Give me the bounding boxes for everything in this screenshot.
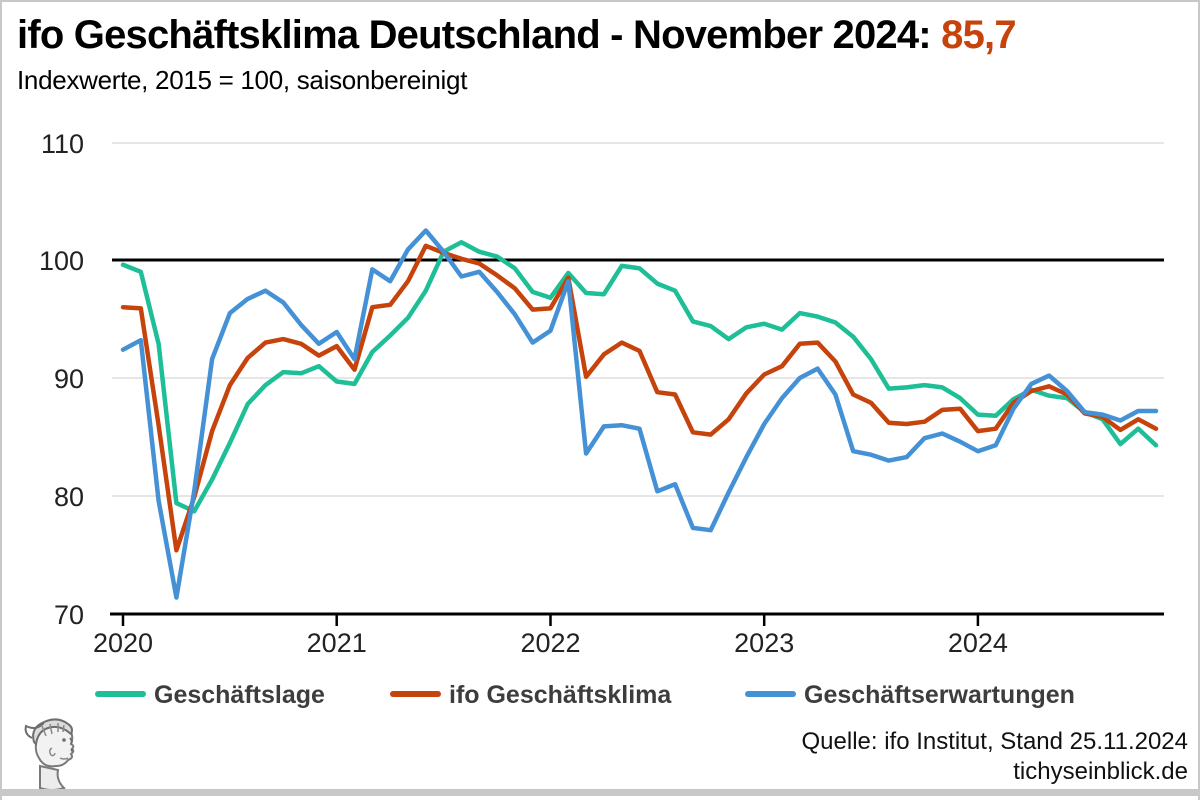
x-axis-label-2023: 2023: [734, 628, 794, 658]
classical-head-icon: [24, 718, 75, 791]
line-geschaeftserwartungen: [120, 228, 1159, 600]
x-axis-label-2024: 2024: [948, 628, 1008, 658]
series-lines: [120, 228, 1159, 600]
legend-label-ifo-geschaeftsklima: ifo Geschäftsklima: [449, 681, 672, 709]
x-axis-label-2022: 2022: [520, 628, 580, 658]
bottom-frame-bar: [2, 789, 1198, 796]
y-axis-label-70: 70: [54, 600, 84, 630]
y-axis-label-110: 110: [41, 129, 84, 159]
page-title-text: ifo Geschäftsklima Deutschland - Novembe…: [17, 13, 942, 57]
source-line-1: Quelle: ifo Institut, Stand 25.11.2024: [802, 728, 1188, 755]
y-axis-label-80: 80: [54, 482, 84, 512]
tichys-einblick-logo: [14, 714, 90, 794]
title-value: 85,7: [941, 13, 1016, 57]
page-title: ifo Geschäftsklima Deutschland - Novembe…: [17, 12, 1187, 58]
y-axis-label-100: 100: [39, 246, 84, 276]
x-axis-label-2020: 2020: [93, 628, 153, 658]
source-line-2: tichyseinblick.de: [1013, 758, 1188, 785]
legend-label-geschaeftserwartungen: Geschäftserwartungen: [804, 681, 1075, 709]
y-axis-label-90: 90: [54, 364, 84, 394]
line-ifo-geschaeftsklima: [120, 243, 1159, 553]
legend: Geschäftslage ifo Geschäftsklima Geschäf…: [95, 681, 1075, 709]
line-geschaeftslage: [120, 240, 1159, 514]
x-axis-label-2021: 2021: [307, 628, 367, 658]
page-subtitle: Indexwerte, 2015 = 100, saisonbereinigt: [17, 65, 468, 95]
legend-label-geschaeftslage: Geschäftslage: [154, 681, 325, 709]
